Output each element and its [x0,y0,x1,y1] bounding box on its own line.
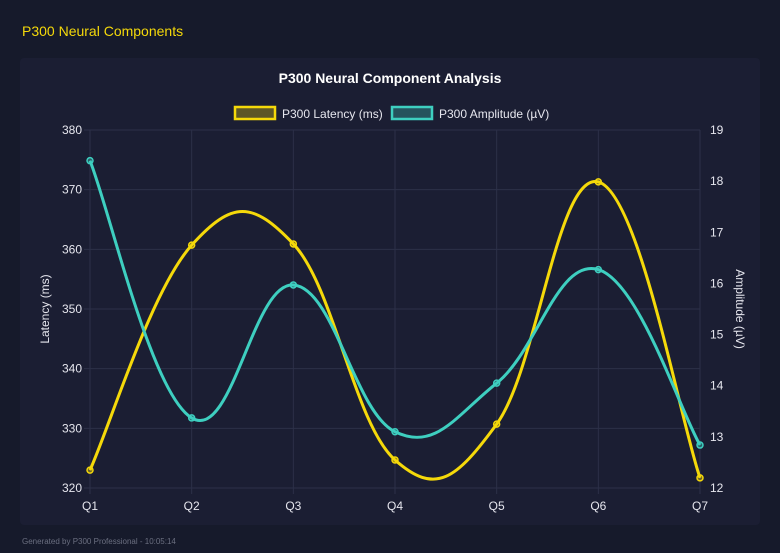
legend-label: P300 Latency (ms) [282,107,383,121]
y2-tick-label: 14 [710,379,724,393]
data-point [492,379,501,387]
x-tick-label: Q6 [590,499,606,513]
y-axis-label: Latency (ms) [38,274,52,343]
data-point [594,265,603,274]
legend-swatch [233,105,277,121]
legend-swatch [390,105,434,121]
footer-text: Generated by P300 Professional - 10:05:1… [22,537,176,546]
y2-tick-label: 16 [710,276,724,290]
y2-tick-label: 12 [710,481,724,495]
data-point [289,240,298,248]
data-point [492,420,501,428]
data-point [391,456,399,464]
data-point [696,441,704,449]
x-tick-label: Q7 [692,499,708,513]
legend-label: P300 Amplitude (µV) [439,107,549,121]
y-tick-label: 370 [62,183,82,197]
data-point [391,427,399,436]
data-point [86,466,94,474]
chart-title: P300 Neural Component Analysis [279,70,502,86]
y2-tick-label: 13 [710,430,724,444]
series-line-amplitude [88,160,702,446]
x-tick-label: Q2 [184,499,200,513]
data-point [187,241,196,249]
y-tick-label: 350 [62,302,82,316]
chart-panel [20,58,760,525]
x-tick-label: Q5 [489,499,505,513]
y2-tick-label: 15 [710,328,724,342]
y-tick-label: 380 [62,123,82,137]
y2-axis-label: Amplitude (µV) [733,269,747,349]
y2-tick-label: 19 [710,123,724,137]
series-line-latency [88,180,702,481]
data-point [289,281,298,289]
y-tick-label: 360 [62,242,82,256]
data-point [594,178,603,186]
data-point [187,414,196,422]
y-tick-label: 320 [62,481,82,495]
y-tick-label: 340 [62,362,82,376]
page-title: P300 Neural Components [22,23,184,39]
y2-tick-label: 17 [710,225,724,239]
x-tick-label: Q4 [387,499,403,513]
data-point [696,474,704,482]
y2-tick-label: 18 [710,174,724,188]
x-tick-label: Q3 [285,499,301,513]
x-tick-label: Q1 [82,499,98,513]
y-tick-label: 330 [62,421,82,435]
data-point [86,156,94,165]
